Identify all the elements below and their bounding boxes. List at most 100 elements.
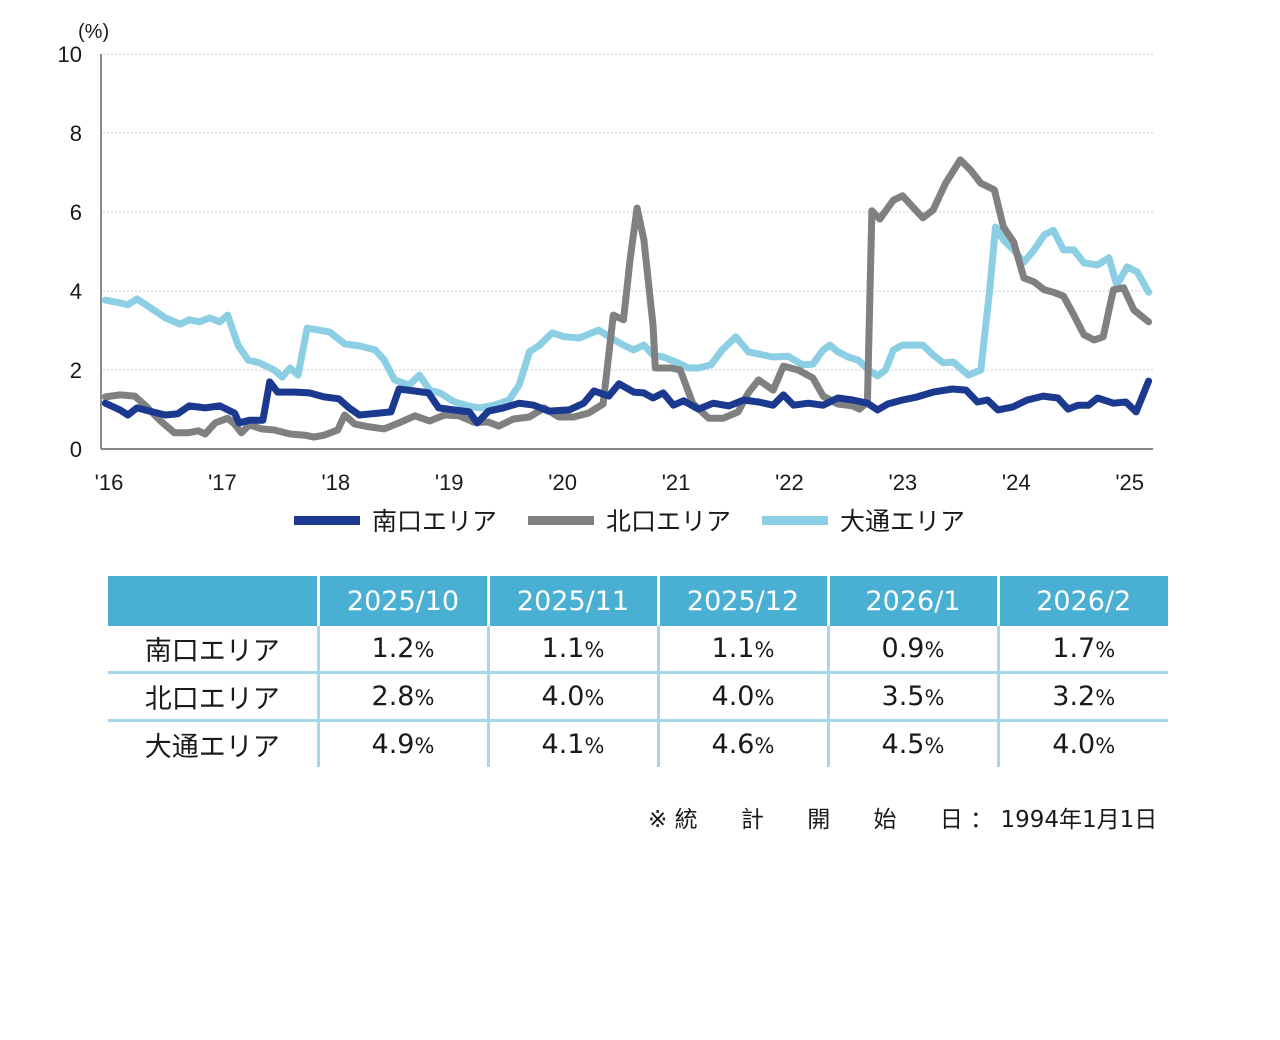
legend-item-south: 南口エリア: [294, 500, 497, 540]
x-tick-label: '20: [548, 470, 577, 495]
table-cell-value: 4.5: [881, 729, 925, 760]
y-tick-label: 0: [70, 437, 82, 462]
y-tick-label: 4: [70, 279, 82, 304]
table-cell-value: 0.9: [881, 633, 925, 664]
y-tick-label: 10: [58, 42, 82, 67]
legend-item-odori: 大通エリア: [762, 500, 965, 540]
note-char: 統: [674, 807, 698, 833]
x-tick-label: '22: [775, 470, 804, 495]
table-row: 大通エリア 4.9% 4.1% 4.6% 4.5% 4.0%: [108, 719, 1168, 767]
table-cell-unit: %: [1095, 638, 1116, 662]
table-cell: 1.2%: [316, 626, 488, 673]
table-header-col: 2025/11: [486, 576, 658, 626]
table-cell-unit: %: [584, 686, 605, 710]
y-axis-ticks: 0 2 4 6 8 10: [58, 42, 82, 462]
legend-label-south: 南口エリア: [372, 507, 498, 536]
table-cell-unit: %: [1095, 734, 1116, 758]
table-cell-value: 4.0: [541, 681, 585, 712]
note-char: 開: [807, 807, 831, 833]
grid-lines: [103, 53, 1153, 371]
x-axis-ticks: '16 '17 '18 '19 '20 '21 '22 '23 '24 '25: [95, 470, 1144, 495]
note-char: 計: [740, 807, 764, 833]
y-tick-label: 6: [70, 200, 82, 225]
table-cell-unit: %: [754, 734, 775, 758]
x-tick-label: '17: [208, 470, 237, 495]
legend-label-north: 北口エリア: [606, 507, 732, 536]
vacancy-rate-table: 2025/10 2025/11 2025/12 2026/1 2026/2 南口…: [108, 576, 1168, 767]
x-tick-label: '24: [1002, 470, 1031, 495]
series-line-north: [101, 156, 1153, 441]
note-char: 始: [873, 807, 897, 833]
legend-label-odori: 大通エリア: [840, 507, 966, 536]
legend-item-north: 北口エリア: [528, 500, 731, 540]
table-cell-value: 2.8: [371, 681, 415, 712]
x-tick-label: '25: [1115, 470, 1144, 495]
table-header-col: 2026/1: [826, 576, 998, 626]
table-cell-value: 4.0: [711, 681, 755, 712]
table-cell-unit: %: [414, 638, 435, 662]
table-cell: 1.7%: [996, 626, 1168, 673]
x-tick-label: '18: [321, 470, 350, 495]
table-cell: 4.5%: [826, 719, 998, 767]
note-date: 1994年1月1日: [1000, 807, 1158, 833]
table-cell-unit: %: [414, 686, 435, 710]
table-row: 北口エリア 2.8% 4.0% 4.0% 3.5% 3.2%: [108, 671, 1168, 721]
x-tick-label: '19: [435, 470, 464, 495]
table-cell: 0.9%: [826, 626, 998, 673]
table-header-col: 2026/2: [996, 576, 1168, 626]
x-tick-label: '23: [889, 470, 918, 495]
table-cell: 1.1%: [486, 626, 658, 673]
table-cell-value: 4.1: [541, 729, 585, 760]
table-header-row: 2025/10 2025/11 2025/12 2026/1 2026/2: [108, 576, 1168, 626]
table-cell-value: 3.2: [1052, 681, 1096, 712]
table-cell-unit: %: [414, 734, 435, 758]
table-header-col: 2025/10: [316, 576, 488, 626]
table-cell-unit: %: [754, 686, 775, 710]
table-cell-unit: %: [584, 638, 605, 662]
table-cell-value: 1.7: [1052, 633, 1096, 664]
chart-legend: 南口エリア 北口エリア 大通エリア: [0, 500, 1280, 540]
table-header-col: 2025/12: [656, 576, 828, 626]
table-cell-value: 1.2: [371, 633, 415, 664]
table-row: 南口エリア 1.2% 1.1% 1.1% 0.9% 1.7%: [108, 626, 1168, 673]
y-tick-label: 8: [70, 121, 82, 146]
table-cell: 4.0%: [486, 671, 658, 721]
table-cell: 4.9%: [316, 719, 488, 767]
table-cell-value: 4.9: [371, 729, 415, 760]
table-cell-value: 1.1: [541, 633, 585, 664]
x-tick-label: '16: [95, 470, 124, 495]
legend-swatch-odori: [762, 515, 828, 525]
table-cell-value: 4.0: [1052, 729, 1096, 760]
table-cell: 4.0%: [996, 719, 1168, 767]
table-cell: 4.6%: [656, 719, 828, 767]
table-cell-unit: %: [754, 638, 775, 662]
table-cell-unit: %: [924, 686, 945, 710]
table-row-label: 北口エリア: [108, 671, 318, 721]
statistics-start-note: ※ 統 計 開 始 日 ： 1994年1月1日: [648, 800, 1157, 834]
table-cell-unit: %: [1095, 686, 1116, 710]
table-cell-value: 4.6: [711, 729, 755, 760]
series-line-south: [101, 377, 1153, 427]
table-cell-value: 3.5: [881, 681, 925, 712]
table-cell: 3.5%: [826, 671, 998, 721]
table-header-blank: [108, 576, 318, 626]
table-cell-unit: %: [924, 734, 945, 758]
table-cell: 1.1%: [656, 626, 828, 673]
y-tick-label: 2: [70, 358, 82, 383]
table-cell: 4.1%: [486, 719, 658, 767]
legend-swatch-north: [528, 515, 594, 525]
table-cell-unit: %: [924, 638, 945, 662]
table-row-label: 大通エリア: [108, 719, 318, 767]
note-colon: ：: [970, 807, 994, 833]
table-row-label: 南口エリア: [144, 636, 280, 667]
x-tick-label: '21: [662, 470, 691, 495]
table-cell-unit: %: [584, 734, 605, 758]
table-cell: 3.2%: [996, 671, 1168, 721]
y-axis-unit: (%): [78, 21, 109, 43]
table-cell: 2.8%: [316, 671, 488, 721]
table-cell: 4.0%: [656, 671, 828, 721]
series-lines: [101, 156, 1153, 441]
table-cell-value: 1.1: [711, 633, 755, 664]
note-char: 日: [939, 807, 963, 833]
